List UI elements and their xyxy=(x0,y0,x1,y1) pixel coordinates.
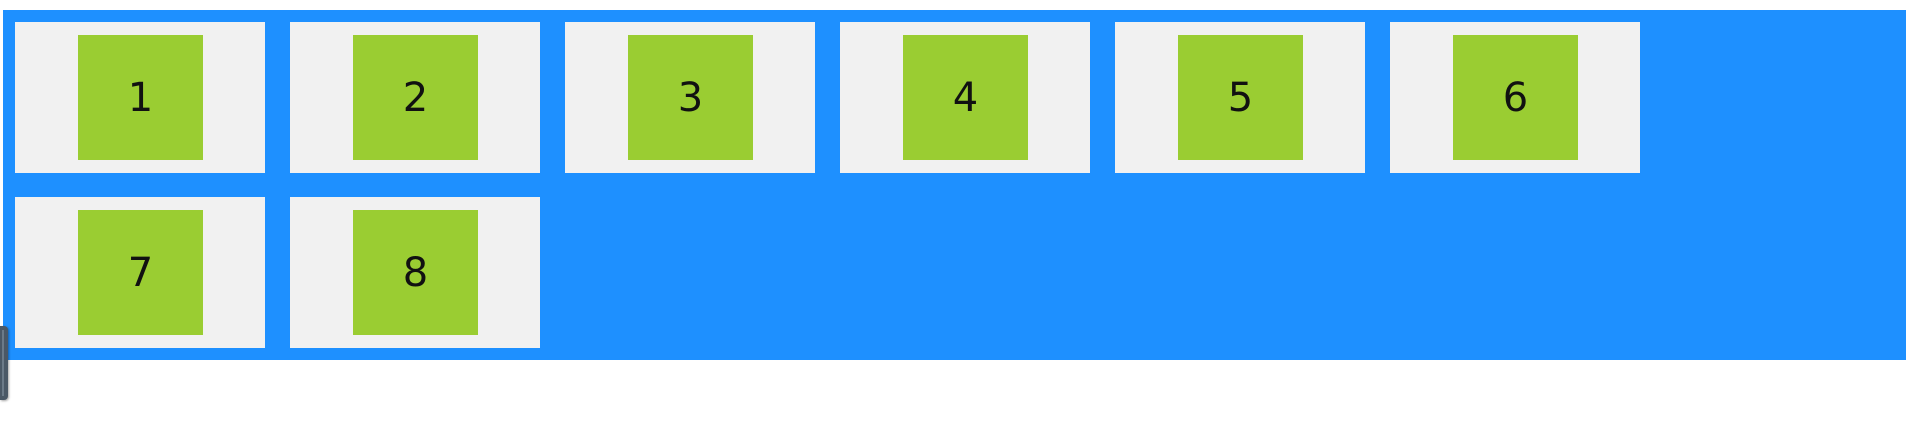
flex-container: 1 2 3 4 5 6 7 8 xyxy=(3,10,1906,360)
flex-item-6: 6 xyxy=(1390,22,1640,173)
flex-item-label: 6 xyxy=(1453,35,1578,160)
flex-item-7: 7 xyxy=(15,197,265,348)
flex-item-8: 8 xyxy=(290,197,540,348)
flex-item-4: 4 xyxy=(840,22,1090,173)
flex-item-label: 5 xyxy=(1178,35,1303,160)
flex-item-3: 3 xyxy=(565,22,815,173)
resize-handle-icon[interactable] xyxy=(0,326,8,400)
flex-item-label: 7 xyxy=(78,210,203,335)
flex-item-1: 1 xyxy=(15,22,265,173)
flex-item-label: 1 xyxy=(78,35,203,160)
flex-item-2: 2 xyxy=(290,22,540,173)
flex-item-label: 4 xyxy=(903,35,1028,160)
flex-item-label: 2 xyxy=(353,35,478,160)
flex-item-label: 3 xyxy=(628,35,753,160)
flex-item-5: 5 xyxy=(1115,22,1365,173)
flex-item-label: 8 xyxy=(353,210,478,335)
